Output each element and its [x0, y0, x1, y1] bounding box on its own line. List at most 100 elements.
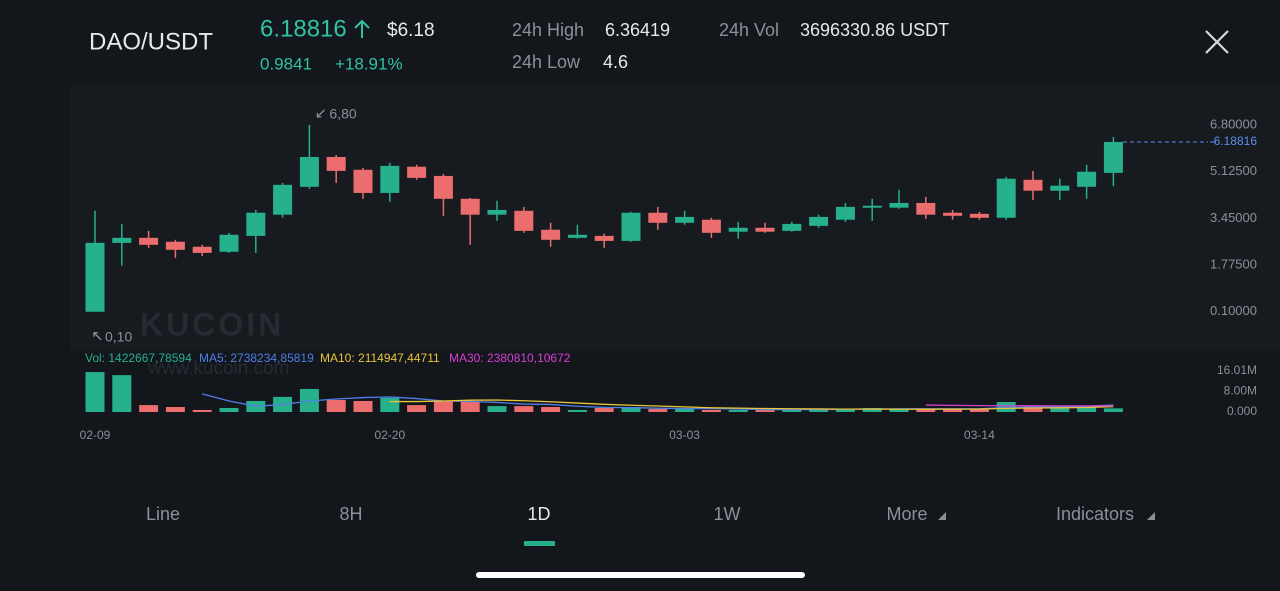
candle-body — [916, 202, 936, 215]
tab[interactable]: More — [886, 504, 927, 524]
home-indicator — [476, 572, 805, 578]
tab[interactable]: Line — [146, 504, 180, 524]
candle-body — [1050, 185, 1070, 191]
candle-body — [353, 169, 373, 193]
ma-legend: MA30: 2380810,10672 — [449, 351, 571, 365]
volume-bar — [835, 408, 855, 412]
volume-bar — [728, 409, 748, 412]
vol: 3696330.86 USDT — [800, 20, 949, 40]
candle-body — [1103, 141, 1123, 173]
candle-body — [380, 165, 400, 193]
ma-legend: MA10: 2114947,44711 — [320, 351, 440, 365]
ma-line — [925, 404, 1114, 407]
dropdown-icon — [1147, 512, 1155, 520]
volume-bar — [460, 402, 480, 412]
volume-bar — [943, 408, 963, 412]
volume-bar — [1077, 406, 1097, 412]
tab[interactable]: Indicators — [1056, 504, 1134, 524]
candle-body — [299, 156, 319, 187]
candle-body — [273, 184, 293, 215]
high-label: 24h High — [512, 20, 584, 40]
volume-bar — [541, 407, 561, 412]
tab-underline — [524, 541, 555, 546]
volume-bar — [701, 409, 721, 412]
volume-bar — [889, 408, 909, 412]
volume-bar — [862, 408, 882, 412]
candle-body — [219, 234, 239, 252]
volume-bar — [675, 408, 695, 412]
y-tick-label: 1.77500 — [1210, 256, 1257, 271]
usd-price: $6.18 — [387, 20, 435, 41]
candle-body — [943, 212, 963, 216]
y-tick-label: 6.80000 — [1210, 116, 1257, 131]
candle-body — [433, 175, 453, 199]
candle-body — [460, 198, 480, 215]
candle-body — [165, 241, 185, 250]
x-tick-label: 03-14 — [964, 428, 995, 442]
volume-legend: Vol: 1422667,78594 — [85, 351, 192, 365]
candle-body — [567, 234, 587, 238]
volume-bar — [380, 397, 400, 412]
chart-panel — [70, 85, 1280, 350]
y-tick-label: 0.000 — [1227, 404, 1257, 418]
tab[interactable]: 1W — [714, 504, 741, 524]
volume-bar — [594, 408, 614, 412]
volume-bar — [809, 408, 829, 412]
x-tick-label: 02-20 — [374, 428, 405, 442]
candle-body — [514, 210, 534, 231]
candle-body — [621, 212, 641, 241]
high: 6.36419 — [605, 20, 670, 40]
tab-active[interactable]: 1D — [527, 504, 550, 524]
change-pct: +18.91% — [335, 54, 403, 73]
candle-body — [755, 227, 775, 232]
candle-body — [701, 219, 721, 233]
volume-bar — [433, 400, 453, 412]
candle-body — [85, 242, 105, 312]
tab[interactable]: 8H — [339, 504, 362, 524]
volume-bar — [514, 406, 534, 412]
volume-bar — [1023, 406, 1043, 412]
candle-body — [541, 229, 561, 240]
volume-bar — [567, 409, 587, 412]
volume-bar — [192, 409, 212, 412]
y-tick-label: 0.10000 — [1210, 303, 1257, 318]
pair: DAO/USDT — [89, 28, 213, 55]
volume-bar — [916, 408, 936, 412]
watermark-logo: KUCOIN — [140, 306, 284, 342]
volume-bar — [165, 407, 185, 412]
x-tick-label: 03-03 — [669, 428, 700, 442]
candle-body — [809, 216, 829, 226]
volume-bar — [782, 409, 802, 412]
candle-body — [648, 212, 668, 223]
candle-body — [675, 216, 695, 223]
volume-bar — [755, 409, 775, 412]
y-tick-label: 5.12500 — [1210, 163, 1257, 178]
candle-body — [246, 212, 266, 236]
candle-body — [862, 205, 882, 208]
candle-body — [112, 237, 132, 243]
ma-legend: MA5: 2738234,85819 — [199, 351, 314, 365]
candle-body — [192, 246, 212, 253]
vol-label: 24h Vol — [719, 20, 779, 40]
low-label: 24h Low — [512, 52, 581, 72]
y-tick-label: 16.01M — [1217, 363, 1257, 377]
watermark-url: www.kucoin.com — [147, 358, 290, 379]
volume-bar — [326, 399, 346, 412]
candle-body — [326, 156, 346, 171]
candle-body — [487, 209, 507, 215]
last-price: 6.18816 — [260, 15, 347, 42]
volume-bar — [648, 408, 668, 412]
volume-bar — [219, 408, 239, 412]
volume-bar — [969, 408, 989, 412]
candle-body — [594, 235, 614, 241]
dropdown-icon — [938, 512, 946, 520]
y-tick-label: 8.00M — [1224, 384, 1257, 398]
current-price-label: 6.18816 — [1214, 134, 1258, 148]
candle-body — [1023, 179, 1043, 191]
candle-body — [728, 227, 748, 232]
candle-body — [835, 206, 855, 220]
close-button[interactable] — [1205, 30, 1229, 54]
volume-bar — [353, 400, 373, 412]
volume-bar — [407, 405, 427, 412]
